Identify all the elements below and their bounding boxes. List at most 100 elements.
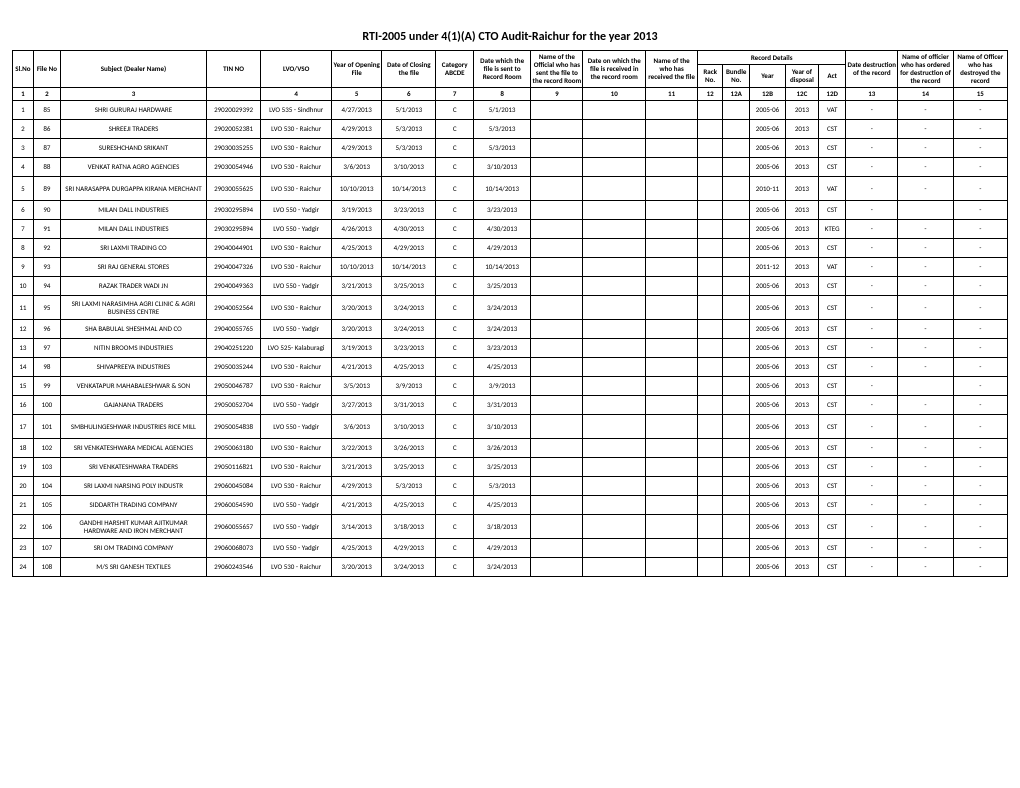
cell: - xyxy=(953,239,1007,258)
cell xyxy=(698,139,723,158)
h-sent: Date which the file is sent to Record Ro… xyxy=(473,51,530,88)
cell: - xyxy=(898,358,953,377)
cell: 29050054838 xyxy=(206,415,260,439)
cell: LVO 530 - Raichur xyxy=(261,558,332,577)
column-number: 11 xyxy=(646,88,698,101)
cell: 4/21/2013 xyxy=(332,496,382,515)
cell xyxy=(723,296,750,320)
h-record-details: Record Details xyxy=(698,51,846,65)
cell xyxy=(531,496,583,515)
cell xyxy=(531,239,583,258)
cell xyxy=(723,239,750,258)
cell: 3/25/2013 xyxy=(473,277,530,296)
cell: - xyxy=(898,296,953,320)
cell: 29030055625 xyxy=(206,177,260,201)
cell: 4/29/2013 xyxy=(473,239,530,258)
cell xyxy=(698,296,723,320)
cell xyxy=(583,558,646,577)
cell: 8 xyxy=(13,239,34,258)
cell: VENKAT RATNA AGRO AGENCIES xyxy=(60,158,206,177)
table-row: 387SURESHCHAND SRIKANT29030035255LVO 530… xyxy=(13,139,1008,158)
cell xyxy=(723,458,750,477)
cell: C xyxy=(436,158,474,177)
cell: - xyxy=(953,477,1007,496)
cell: 3/25/2013 xyxy=(382,458,436,477)
cell: CST xyxy=(819,458,846,477)
cell: CST xyxy=(819,396,846,415)
cell: 3/24/2013 xyxy=(473,296,530,320)
table-body: 185SHRI GURURAJ HARDWARE29020029392LVO 5… xyxy=(13,101,1008,577)
column-number: 4 xyxy=(261,88,332,101)
cell: LVO 550 - Yadgir xyxy=(261,220,332,239)
cell: 2013 xyxy=(785,358,818,377)
table-row: 23107SRI OM TRADING COMPANY29060068073LV… xyxy=(13,539,1008,558)
cell: - xyxy=(846,415,898,439)
cell: - xyxy=(846,558,898,577)
cell: CST xyxy=(819,558,846,577)
cell: 2013 xyxy=(785,558,818,577)
cell xyxy=(723,177,750,201)
cell: VAT xyxy=(819,101,846,120)
cell: 23 xyxy=(13,539,34,558)
cell: 85 xyxy=(33,101,60,120)
cell: - xyxy=(898,320,953,339)
h-rack: Rack No. xyxy=(698,65,723,88)
cell: 10/14/2013 xyxy=(382,258,436,277)
cell: SMBHULINGESHWAR INDUSTRIES RICE MILL xyxy=(60,415,206,439)
cell xyxy=(698,558,723,577)
cell: - xyxy=(846,539,898,558)
cell: 29030295894 xyxy=(206,220,260,239)
cell: 3/23/2013 xyxy=(473,201,530,220)
cell: 2013 xyxy=(785,477,818,496)
cell: 10/14/2013 xyxy=(473,177,530,201)
cell: 3/24/2013 xyxy=(382,320,436,339)
table-row: 18102SRI VENKATESHWARA MEDICAL AGENCIES2… xyxy=(13,439,1008,458)
cell: 3/19/2013 xyxy=(332,339,382,358)
cell: - xyxy=(846,396,898,415)
cell: 2005-06 xyxy=(750,239,785,258)
cell: LVO 550 - Yadgir xyxy=(261,515,332,539)
table-row: 1599VENKATAPUR MAHABALESHWAR & SON290500… xyxy=(13,377,1008,396)
cell: 3/10/2013 xyxy=(473,415,530,439)
cell: C xyxy=(436,558,474,577)
cell: 108 xyxy=(33,558,60,577)
cell xyxy=(698,496,723,515)
cell xyxy=(583,239,646,258)
cell xyxy=(531,201,583,220)
table-row: 1296SHA BABULAL SHESHMAL AND CO290400557… xyxy=(13,320,1008,339)
cell: 93 xyxy=(33,258,60,277)
cell: 88 xyxy=(33,158,60,177)
cell: 3/24/2013 xyxy=(473,558,530,577)
cell: CST xyxy=(819,515,846,539)
cell: SRI LAXMI NARSING POLY INDUSTR xyxy=(60,477,206,496)
cell: 3/20/2013 xyxy=(332,320,382,339)
h-ordered: Name of officier who has ordered for des… xyxy=(898,51,953,88)
cell xyxy=(698,396,723,415)
cell: 2013 xyxy=(785,515,818,539)
column-number: 12D xyxy=(819,88,846,101)
cell: C xyxy=(436,458,474,477)
cell: 2005-06 xyxy=(750,296,785,320)
column-number: 1 xyxy=(13,88,34,101)
cell: 2010-11 xyxy=(750,177,785,201)
cell: 29060054590 xyxy=(206,496,260,515)
cell: - xyxy=(846,496,898,515)
cell xyxy=(583,496,646,515)
cell: LVO 525- Kalaburagi xyxy=(261,339,332,358)
cell xyxy=(583,296,646,320)
cell xyxy=(531,258,583,277)
cell: 2005-06 xyxy=(750,339,785,358)
cell: - xyxy=(953,258,1007,277)
page-title: RTI-2005 under 4(1)(A) CTO Audit-Raichur… xyxy=(12,30,1008,44)
cell xyxy=(698,339,723,358)
cell: 2013 xyxy=(785,201,818,220)
cell: 107 xyxy=(33,539,60,558)
cell: 4/29/2013 xyxy=(332,477,382,496)
cell: 2005-06 xyxy=(750,477,785,496)
cell: 12 xyxy=(13,320,34,339)
cell: 2013 xyxy=(785,439,818,458)
cell xyxy=(723,439,750,458)
cell xyxy=(646,339,698,358)
cell: 4/29/2013 xyxy=(332,120,382,139)
cell: 4/25/2013 xyxy=(382,496,436,515)
